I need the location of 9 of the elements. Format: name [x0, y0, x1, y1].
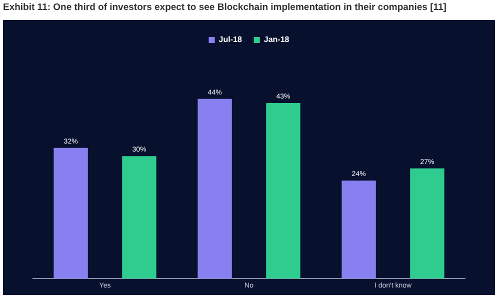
- legend-label: Jan-18: [264, 35, 290, 44]
- bar: [54, 148, 88, 279]
- bar: [342, 180, 376, 279]
- bar: [410, 168, 444, 279]
- chart-title: Exhibit 11: One third of investors expect to see Blockchain implementation in their companies [11]: [3, 2, 448, 13]
- bar: [122, 156, 156, 279]
- legend-label: Jul-18: [218, 35, 242, 44]
- bar: [266, 103, 300, 279]
- bar: [198, 98, 232, 279]
